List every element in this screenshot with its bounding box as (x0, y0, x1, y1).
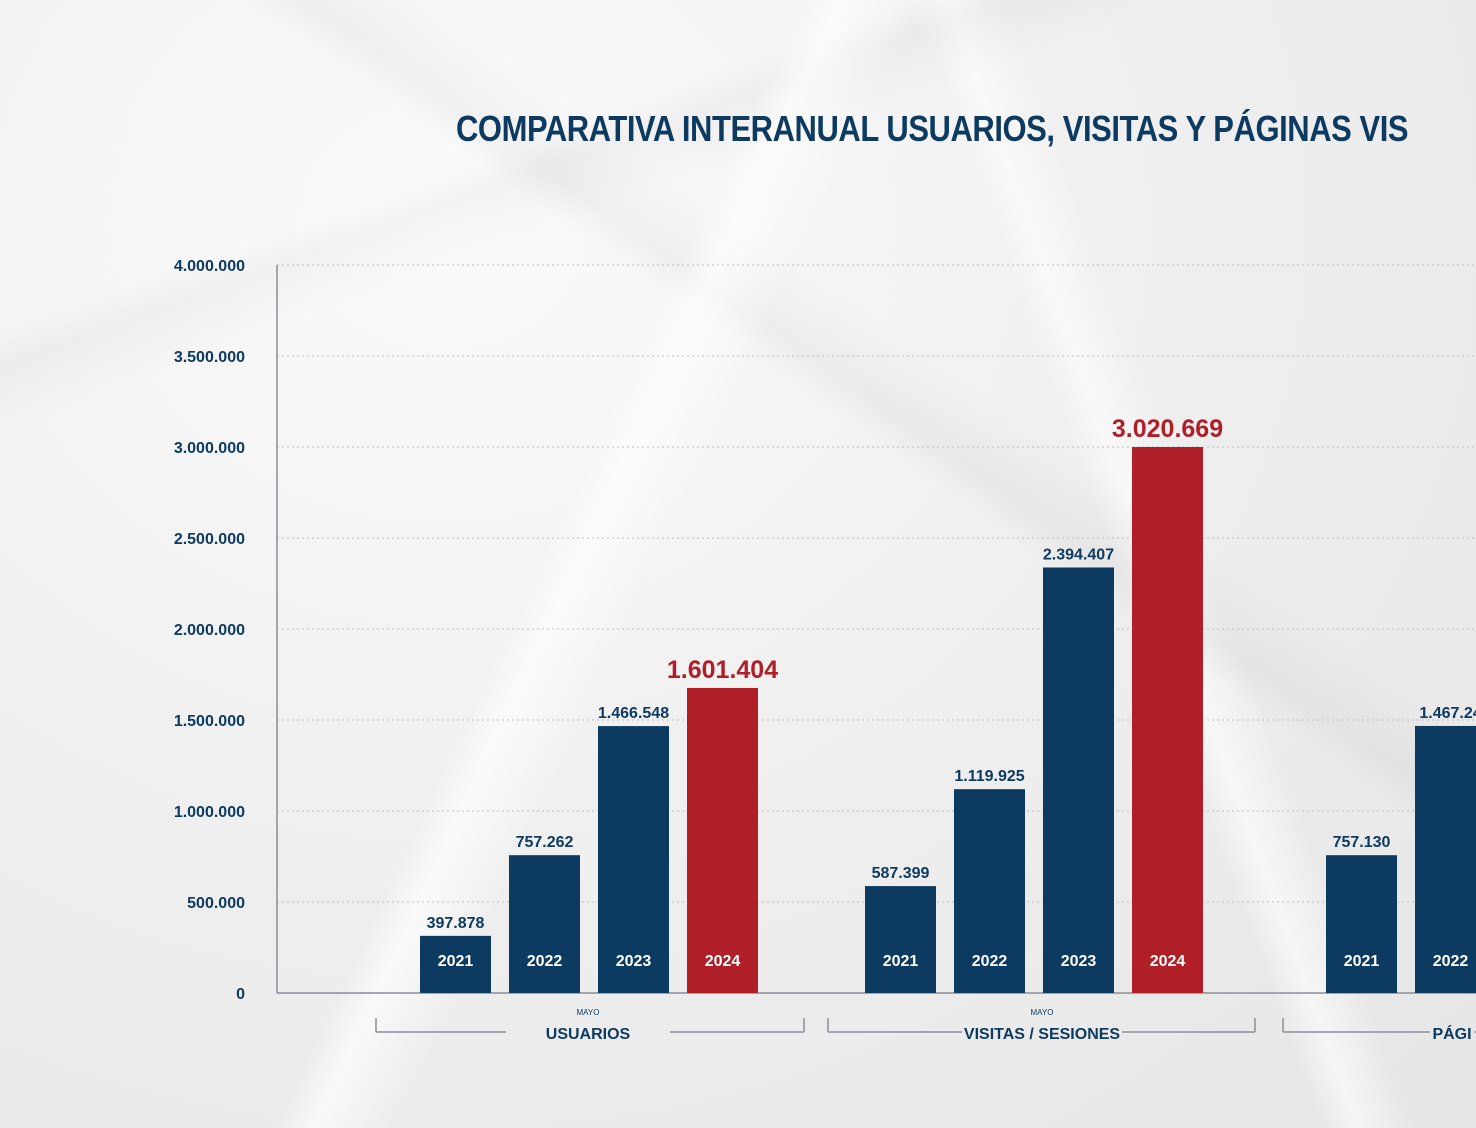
bar-value-label: 397.878 (427, 915, 485, 932)
y-tick-label: 500.000 (187, 895, 245, 912)
group-label: PÁGI (1432, 1024, 1471, 1043)
bar-value-label: 757.262 (516, 834, 574, 851)
bar-value-label: 2.394.407 (1043, 546, 1114, 563)
bar-year-label: 2021 (438, 953, 474, 970)
bar-year-label: 2023 (1061, 953, 1097, 970)
bar-value-label: 1.466.548 (598, 705, 669, 722)
bar-year-label: 2024 (705, 953, 741, 970)
bar-year-label: 2021 (1344, 953, 1380, 970)
bar-value-label: 1.467.24 (1419, 705, 1476, 722)
group-label: VISITAS / SESIONES (964, 1026, 1121, 1043)
y-tick-label: 3.000.000 (174, 440, 245, 457)
bar (1415, 725, 1476, 993)
group-sublabel: MAYO (577, 1008, 600, 1017)
bar-year-label: 2024 (1150, 953, 1186, 970)
group-sublabel: MAYO (1031, 1008, 1054, 1017)
bar-value-label: 587.399 (872, 865, 930, 882)
bar-year-label: 2021 (883, 953, 919, 970)
y-tick-label: 2.000.000 (174, 622, 245, 639)
y-tick-label: 3.500.000 (174, 349, 245, 366)
bar (865, 886, 936, 993)
bar-value-label: 3.020.669 (1112, 415, 1223, 443)
chart-title: COMPARATIVA INTERANUAL USUARIOS, VISITAS… (456, 108, 1409, 149)
bar (598, 726, 669, 993)
y-tick-label: 0 (236, 986, 245, 1003)
y-tick-label: 1.500.000 (174, 713, 245, 730)
bar (1043, 567, 1114, 993)
bar-value-label: 1.601.404 (667, 656, 778, 684)
bar (954, 789, 1025, 993)
y-tick-label: 2.500.000 (174, 531, 245, 548)
bar (687, 687, 758, 993)
y-tick-label: 1.000.000 (174, 804, 245, 821)
bar (1132, 447, 1203, 993)
bar-year-label: 2022 (1433, 953, 1469, 970)
bar-year-label: 2022 (527, 953, 563, 970)
y-tick-label: 4.000.000 (174, 258, 245, 275)
bar (1326, 855, 1397, 993)
bar-value-label: 1.119.925 (954, 768, 1024, 785)
group-label: USUARIOS (546, 1026, 631, 1043)
bar (509, 855, 580, 993)
bar-year-label: 2022 (972, 953, 1008, 970)
bar-value-label: 757.130 (1333, 834, 1391, 851)
bar (420, 935, 491, 993)
bar-year-label: 2023 (616, 953, 652, 970)
